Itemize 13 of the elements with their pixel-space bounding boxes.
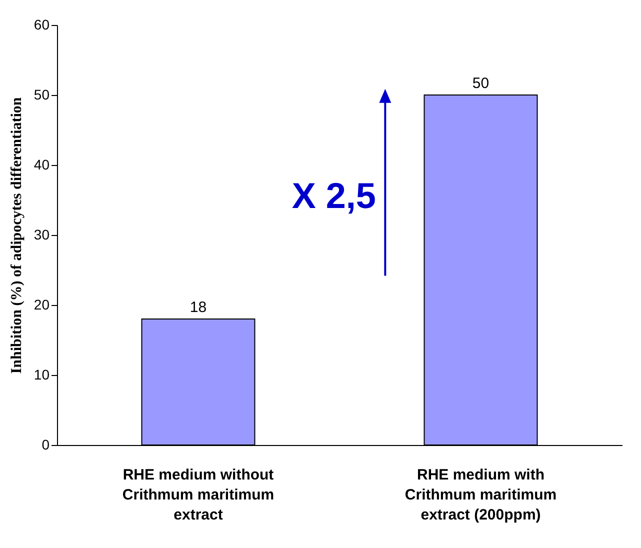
data-label: 18 — [190, 299, 207, 316]
y-tick-label: 40 — [34, 156, 50, 172]
y-tick-label: 0 — [42, 436, 50, 452]
x-tick-label: RHE medium without Crithmum maritimum extract — [122, 466, 274, 524]
y-tick-label: 50 — [34, 86, 50, 102]
annotation: X 2,5 — [292, 175, 376, 216]
y-tick-label: 10 — [34, 366, 50, 382]
data-label: 50 — [472, 75, 490, 92]
y-tick-label: 30 — [34, 226, 50, 242]
y-tick-label: 60 — [34, 16, 50, 32]
x-tick-label: RHE medium with Crithmum maritimum extract (200ppm) — [404, 466, 557, 524]
y-axis-title: Inhibition (%) of adipocytes differentiation — [8, 96, 25, 374]
y-tick-label: 20 — [34, 296, 50, 312]
